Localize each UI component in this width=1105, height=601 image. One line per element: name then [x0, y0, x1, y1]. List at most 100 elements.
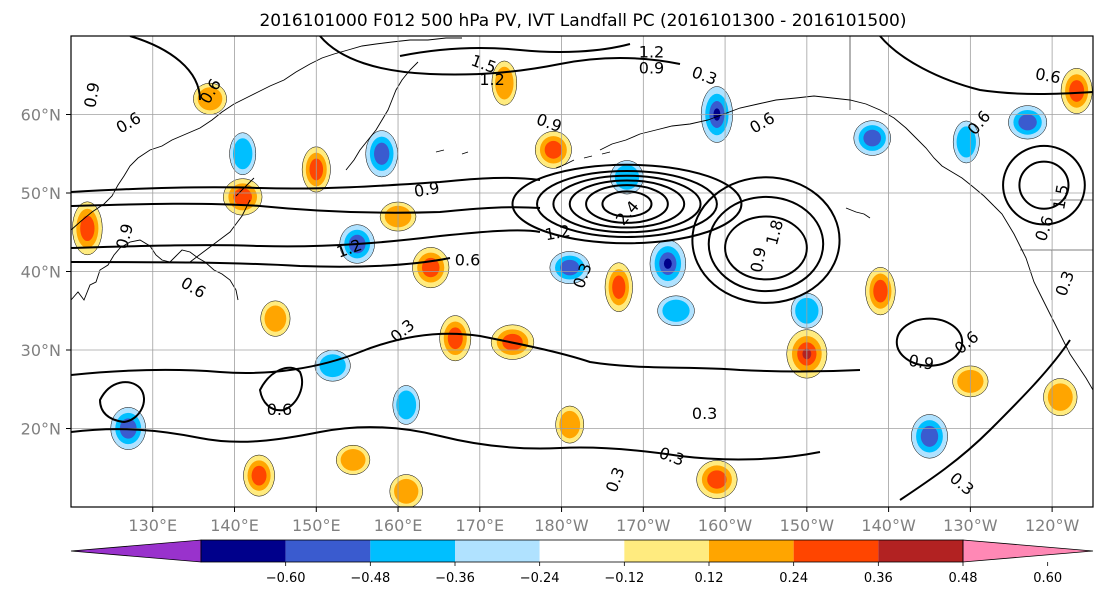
x-axis: 130°E 140°E 150°E 160°E 170°E 180°W 170°W 160°W… [128, 507, 1079, 535]
anomaly-level [873, 279, 888, 303]
anomaly-level [374, 142, 390, 165]
anomaly-blob [604, 262, 633, 312]
anomaly-blob [412, 247, 450, 289]
contour-band-sw [98, 381, 145, 424]
anomaly-level [956, 126, 976, 158]
anomaly-blob [193, 82, 227, 115]
anomaly-blob [314, 349, 351, 382]
colorbar-extend-under [70, 539, 202, 563]
colorbar-bin [201, 540, 286, 562]
y-tick-label: 40°N [21, 263, 61, 282]
anomaly-level [232, 138, 253, 170]
contour-band-0.9-north [71, 176, 541, 193]
colorbar-tick-label: −0.36 [435, 571, 475, 586]
anomaly-blob [1043, 378, 1078, 416]
border-lines [849, 36, 1093, 300]
x-tick-label: 130°E [128, 516, 177, 535]
pv-contour-ring [585, 184, 669, 224]
y-tick-label: 50°N [21, 184, 61, 203]
contour-band-0.6-north [129, 36, 681, 101]
anomaly-blob [365, 130, 398, 178]
coast-alaska [599, 95, 995, 207]
pv-contour-ring [511, 163, 743, 245]
x-tick-label: 180°W [534, 516, 589, 535]
colorbar-bin [624, 540, 709, 562]
anomaly-level [707, 470, 727, 489]
contour-band-0.9-north2 [399, 43, 631, 57]
contour-band-0.6-b [71, 257, 451, 268]
anomaly-blob [336, 444, 371, 475]
contour-label: 1.2 [543, 221, 571, 244]
y-tick-label: 20°N [21, 420, 61, 439]
anomaly-blob [952, 120, 980, 164]
contour-band-left-small [258, 366, 303, 412]
colorbar-bin [285, 540, 371, 562]
anomaly-blob [229, 132, 257, 176]
contour-label: 0.3 [692, 404, 717, 423]
anomaly-blob [657, 295, 695, 326]
anomaly-blob [649, 239, 686, 288]
anomaly-blob [389, 474, 423, 507]
colorbar-tick-label: 0.36 [864, 571, 893, 586]
colorbar-bin [793, 540, 879, 562]
pv-contour-ring [707, 195, 825, 293]
anomaly-blob [865, 267, 896, 316]
coast-aleutians [435, 149, 871, 219]
coast-na-west [993, 205, 1093, 391]
contour-band-right-0.6 [879, 36, 1093, 95]
anomaly-blob [490, 324, 535, 360]
anomaly-blob [1060, 68, 1093, 114]
anomaly-level [251, 465, 267, 486]
x-tick-label: 150°E [292, 516, 341, 535]
x-tick-label: 140°E [210, 516, 259, 535]
x-tick-label: 170°W [616, 516, 671, 535]
anomaly-level [663, 258, 672, 269]
pv-contour-ring [536, 170, 718, 238]
colorbar-tick-label: −0.24 [520, 571, 560, 586]
anomaly-blob [439, 315, 472, 362]
anomaly-level [920, 425, 939, 447]
anomaly-level [447, 327, 463, 350]
contour-label: 0.9 [413, 178, 441, 201]
coast-kamchatka [345, 61, 419, 171]
colorbar-tick-label: −0.12 [604, 571, 644, 586]
colorbar-bin [878, 540, 963, 562]
anomaly-blob [260, 300, 291, 337]
anomaly-blob [392, 385, 420, 425]
colorbar-tick-label: −0.48 [350, 571, 390, 586]
anomaly-level [80, 215, 95, 242]
contour-label: 0.6 [267, 400, 292, 419]
pv-contour-ring [568, 179, 686, 229]
anomaly-level [197, 87, 223, 111]
contour-band-0.3-a [71, 332, 861, 376]
anomaly-blob [696, 460, 738, 499]
contour-band-0.9-south [71, 202, 541, 214]
colorbar-tick-label: −0.60 [266, 571, 306, 586]
pv-contours [511, 144, 1086, 367]
colorbar-tick-label: 0.12 [695, 571, 724, 586]
anomaly-level [394, 478, 419, 504]
pv-contour-ring [1018, 160, 1070, 210]
contour-label: 1.2 [639, 43, 664, 62]
anomaly-blob [853, 120, 891, 156]
contour-band-right-0.3 [899, 339, 1071, 501]
pv-contour-ring [691, 176, 841, 304]
contour-label: 0.6 [1034, 64, 1062, 87]
colorbar-bin [539, 540, 625, 562]
contour-label: 0.9 [80, 81, 103, 109]
contour-label: 0.9 [639, 58, 664, 77]
colorbar: −0.60 −0.48 −0.36 −0.24 −0.12 0.12 0.24 0.36 0.4… [70, 539, 1094, 586]
contour-label: 0.6 [455, 251, 480, 270]
anomaly-level [340, 449, 366, 471]
anomaly-level [662, 299, 690, 322]
colorbar-extend-over [962, 539, 1094, 563]
anomaly-level [612, 275, 626, 299]
anomaly-blob [72, 201, 103, 256]
anomaly-level [1047, 383, 1073, 411]
x-tick-label: 140°W [861, 516, 916, 535]
anomaly-level [495, 66, 514, 100]
anomaly-level [1018, 114, 1037, 131]
colorbar-bin [709, 540, 794, 562]
anomaly-level [1069, 80, 1085, 102]
